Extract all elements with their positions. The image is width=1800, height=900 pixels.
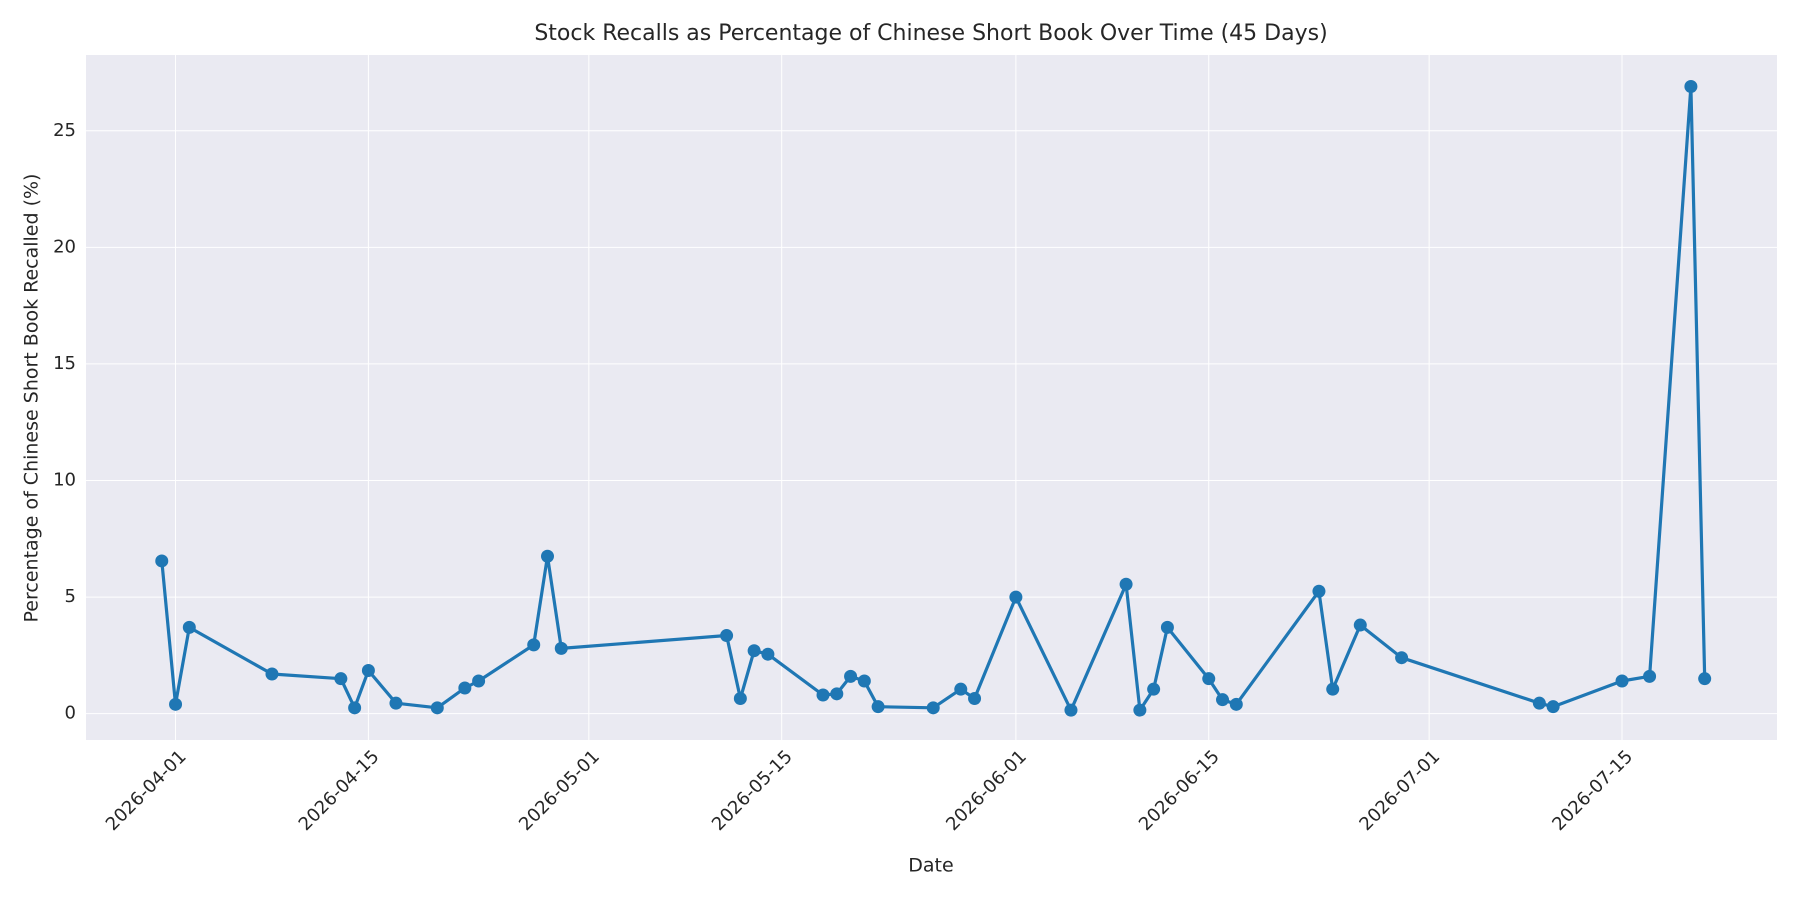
x-tick-label: 2026-06-01 (942, 746, 1031, 835)
data-point (1684, 79, 1698, 93)
data-point (169, 697, 183, 711)
y-tick-label: 25 (53, 120, 76, 141)
data-point (1119, 577, 1133, 591)
x-tick-label: 2026-06-15 (1135, 746, 1224, 835)
data-point (1133, 703, 1147, 717)
data-point (926, 701, 940, 715)
data-point (1009, 590, 1023, 604)
data-point (527, 638, 541, 652)
data-point (844, 669, 858, 683)
data-point (1395, 651, 1409, 665)
data-point (816, 688, 830, 702)
data-point (1698, 672, 1712, 686)
x-tick-label: 2026-07-15 (1548, 746, 1637, 835)
data-point (458, 681, 472, 695)
y-tick-label: 20 (53, 236, 76, 257)
data-point (389, 696, 403, 710)
plot-background (86, 55, 1777, 740)
y-tick-label: 5 (65, 586, 76, 607)
data-point (361, 664, 375, 678)
data-point (1202, 672, 1216, 686)
data-point (1216, 693, 1230, 707)
data-point (265, 667, 279, 681)
data-point (747, 644, 761, 658)
x-tick-label: 2026-05-15 (708, 746, 797, 835)
y-tick-label: 15 (53, 353, 76, 374)
data-point (430, 701, 444, 715)
data-point (1532, 696, 1546, 710)
data-point (1546, 700, 1560, 714)
data-point (1643, 669, 1657, 683)
data-point (1160, 620, 1174, 634)
x-tick-label: 2026-04-01 (102, 746, 191, 835)
x-tick-label: 2026-05-01 (515, 746, 604, 835)
data-point (761, 647, 775, 661)
data-point (348, 701, 362, 715)
data-point (1353, 618, 1367, 632)
data-point (554, 641, 568, 655)
data-point (968, 691, 982, 705)
data-point (1064, 703, 1078, 717)
data-point (1326, 682, 1340, 696)
data-point (334, 672, 348, 686)
x-tick-label: 2026-04-15 (295, 746, 384, 835)
data-point (733, 691, 747, 705)
x-axis-label: Date (908, 855, 953, 877)
data-point (720, 629, 734, 643)
data-point (1312, 584, 1326, 598)
data-point (871, 700, 885, 714)
data-point (857, 674, 871, 688)
x-tick-label: 2026-07-01 (1355, 746, 1444, 835)
data-point (1615, 674, 1629, 688)
y-tick-label: 0 (65, 703, 76, 724)
data-point (1147, 682, 1161, 696)
data-point (182, 620, 196, 634)
data-point (472, 674, 486, 688)
data-point (1229, 697, 1243, 711)
data-point (954, 682, 968, 696)
data-point (155, 554, 169, 568)
y-tick-label: 10 (53, 470, 76, 491)
data-point (540, 549, 554, 563)
y-axis-label: Percentage of Chinese Short Book Recalle… (21, 174, 43, 623)
chart-title: Stock Recalls as Percentage of Chinese S… (534, 21, 1327, 46)
data-point (830, 687, 844, 701)
